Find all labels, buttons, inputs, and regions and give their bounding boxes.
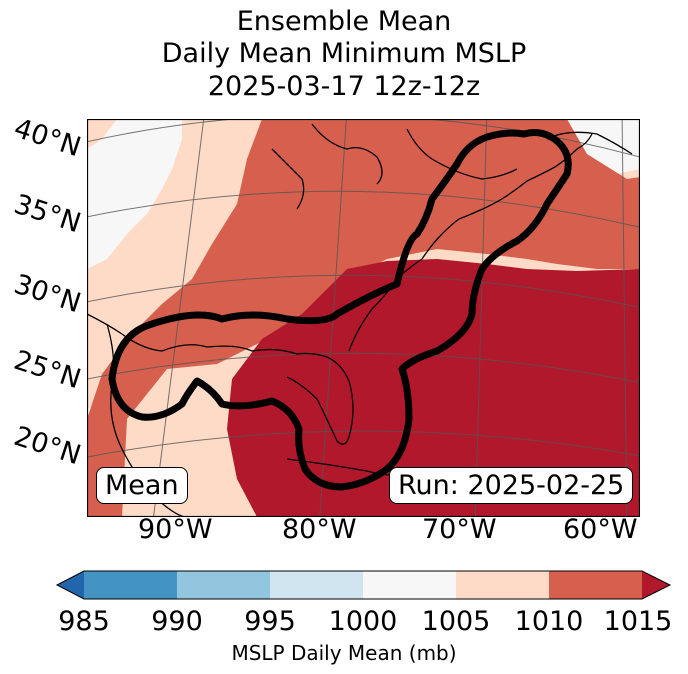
- mean-box: Mean: [96, 467, 188, 504]
- colorbar: [55, 570, 672, 600]
- lon-label-70w: 70°W: [422, 514, 497, 545]
- colorbar-bin-985-990: [84, 571, 177, 599]
- ensemble-contour: [108, 129, 572, 491]
- colorbar-bin-1005-1010: [456, 571, 549, 599]
- colorbar-bin-995-1000: [270, 571, 363, 599]
- cbar-tick-1000: 1000: [328, 606, 398, 637]
- field-1010-1015: [87, 119, 640, 517]
- cbar-tick-1015: 1015: [603, 606, 673, 637]
- title-line-3: 2025-03-17 12z-12z: [207, 71, 481, 102]
- lon-label-80w: 80°W: [282, 514, 357, 545]
- title-line-2: Daily Mean Minimum MSLP: [161, 38, 527, 69]
- lon-label-90w: 90°W: [138, 514, 213, 545]
- field-1015-plus: [227, 259, 640, 517]
- lon-label-60w: 60°W: [563, 514, 638, 545]
- title-line-1: Ensemble Mean: [236, 6, 452, 37]
- colorbar-bin-1010-1015: [549, 571, 642, 599]
- colorbar-outline: [55, 570, 672, 600]
- map-svg: [86, 118, 641, 518]
- cbar-tick-990: 990: [151, 606, 203, 637]
- run-date-box: Run: 2025-02-25: [389, 467, 634, 504]
- colorbar-bin-990-995: [177, 571, 270, 599]
- graticule: [87, 119, 640, 517]
- cbar-tick-995: 995: [244, 606, 296, 637]
- cbar-tick-985: 985: [58, 606, 110, 637]
- colorbar-extend-low: [57, 571, 84, 599]
- map-panel: [86, 118, 641, 518]
- cbar-tick-1010: 1010: [514, 606, 584, 637]
- field-1000-1005-west: [87, 119, 182, 269]
- colorbar-extend-high: [642, 571, 670, 599]
- map-frame: [86, 118, 641, 518]
- lat-label-30: 30°N: [10, 268, 85, 320]
- lat-label-35: 35°N: [10, 188, 85, 240]
- lat-label-25: 25°N: [10, 344, 85, 396]
- lat-label-20: 20°N: [10, 420, 85, 472]
- cbar-tick-1005: 1005: [421, 606, 491, 637]
- lat-label-40: 40°N: [10, 112, 85, 164]
- colorbar-label: MSLP Daily Mean (mb): [231, 641, 457, 665]
- colorbar-bin-1000-1005: [363, 571, 456, 599]
